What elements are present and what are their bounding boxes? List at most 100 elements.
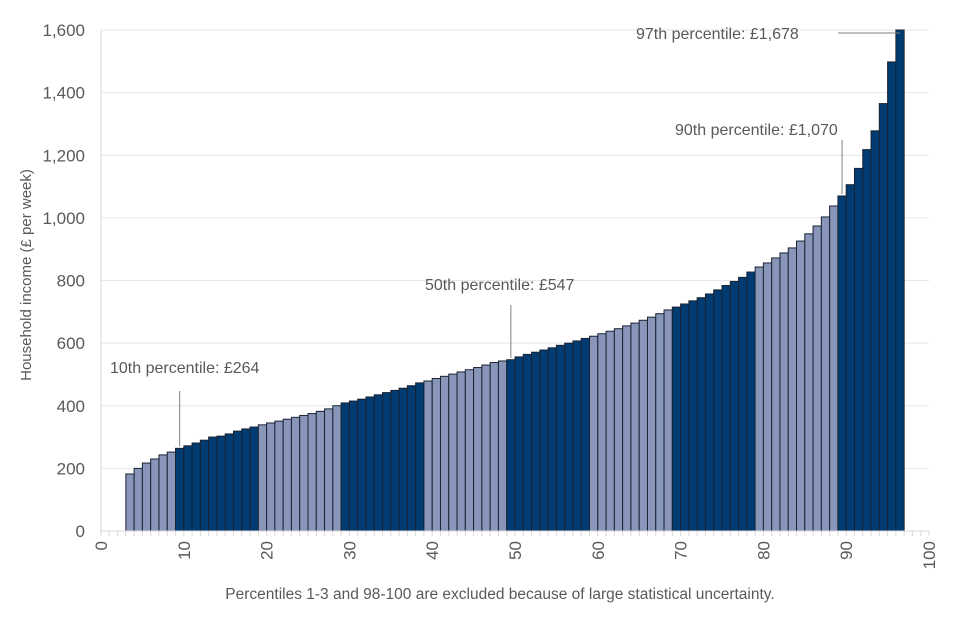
- bar-p82: [771, 257, 781, 532]
- bar-p18: [241, 428, 251, 532]
- bar-p41: [431, 378, 441, 532]
- bar-p6: [141, 462, 152, 532]
- annotation-label: 90th percentile: £1,070: [675, 122, 838, 139]
- bar-p60: [589, 335, 599, 532]
- bar-p67: [646, 316, 657, 532]
- y-axis-label: Household income (£ per week): [18, 169, 35, 381]
- x-tick-label: 50: [506, 541, 525, 560]
- bar-p94: [870, 130, 880, 532]
- bar-p36: [390, 389, 400, 532]
- annotation-label: 97th percentile: £1,678: [636, 26, 799, 43]
- bar-p52: [522, 353, 533, 532]
- bar-p48: [489, 362, 499, 532]
- bar-p72: [688, 300, 698, 532]
- y-tick-label: 1,600: [42, 21, 85, 40]
- bar-p17: [232, 430, 243, 532]
- bar-p42: [439, 375, 450, 532]
- y-tick-label: 800: [57, 272, 85, 291]
- bar-p66: [638, 319, 648, 532]
- x-tick-label: 20: [258, 541, 277, 560]
- bar-p85: [796, 240, 806, 532]
- x-tick-label: 40: [423, 541, 442, 560]
- bar-p16: [224, 433, 234, 532]
- bar-p19: [249, 426, 259, 532]
- bar-p90: [837, 195, 847, 532]
- bar-p62: [605, 330, 615, 532]
- bar-p11: [183, 445, 193, 532]
- bar-p28: [324, 408, 334, 532]
- bar-p70: [671, 306, 682, 532]
- bar-p31: [348, 400, 359, 532]
- bar-p51: [514, 356, 524, 532]
- bar-p33: [365, 396, 375, 532]
- bar-p4: [125, 473, 135, 532]
- bar-p30: [340, 402, 350, 532]
- bar-p69: [663, 309, 673, 532]
- x-tick-label: 30: [340, 541, 359, 560]
- bar-p15: [216, 435, 226, 532]
- bar-p63: [613, 328, 624, 532]
- bar-p8: [158, 454, 168, 532]
- bar-p87: [812, 225, 822, 532]
- bar-p20: [257, 424, 268, 532]
- bar-p65: [630, 322, 640, 532]
- bar-p45: [464, 369, 475, 532]
- bar-p76: [721, 285, 731, 532]
- bar-p5: [133, 467, 143, 532]
- bar-p80: [754, 266, 764, 532]
- bar-p24: [290, 416, 301, 532]
- x-tick-label: 0: [92, 541, 111, 550]
- x-tick-label: 80: [754, 541, 773, 560]
- bar-p91: [845, 184, 855, 532]
- bar-p46: [473, 367, 483, 532]
- bar-p92: [853, 167, 864, 532]
- bar-p50: [506, 359, 516, 532]
- bar-p95: [878, 103, 889, 532]
- gridlines: [101, 29, 929, 469]
- bar-p58: [572, 340, 582, 532]
- bar-p32: [357, 398, 367, 532]
- bar-p71: [680, 303, 690, 532]
- bar-p38: [406, 385, 417, 532]
- bar-p25: [299, 414, 309, 532]
- bar-p54: [539, 349, 549, 532]
- bar-p77: [729, 280, 740, 532]
- x-tick-label: 90: [837, 541, 856, 560]
- bar-p22: [274, 420, 284, 532]
- y-tick-label: 200: [57, 459, 85, 478]
- bar-p97: [895, 29, 905, 532]
- x-tick-label: 70: [672, 541, 691, 560]
- bar-p88: [820, 216, 831, 532]
- axes: [100, 30, 930, 536]
- bar-p27: [315, 410, 326, 532]
- bar-p79: [746, 271, 756, 532]
- bar-p12: [191, 442, 201, 532]
- bar-p64: [622, 325, 632, 532]
- y-tick-label: 1,400: [42, 84, 85, 103]
- bar-p78: [738, 276, 748, 532]
- bar-p10: [175, 447, 185, 532]
- bar-p74: [704, 293, 715, 532]
- bar-p47: [481, 364, 491, 532]
- bar-p26: [307, 413, 317, 532]
- bar-p75: [713, 289, 723, 532]
- bar-p56: [555, 344, 566, 532]
- bar-p39: [415, 382, 425, 532]
- bar-p55: [547, 347, 557, 532]
- x-tick-label: 10: [175, 541, 194, 560]
- bar-p40: [423, 380, 433, 532]
- x-axis-footnote: Percentiles 1-3 and 98-100 are excluded …: [225, 586, 774, 603]
- bar-p9: [166, 451, 177, 532]
- y-tick-labels: 0 200 400 600 800 1,000 1,200 1,400 1,600: [42, 21, 85, 541]
- x-tick-label: 100: [920, 541, 939, 569]
- bar-p93: [862, 149, 872, 532]
- bar-p89: [829, 205, 839, 532]
- y-tick-label: 1,200: [42, 146, 85, 165]
- bar-p86: [804, 233, 814, 532]
- y-tick-label: 1,000: [42, 209, 85, 228]
- bar-p57: [564, 342, 574, 532]
- bar-p14: [208, 436, 218, 532]
- bar-p23: [282, 418, 292, 532]
- bar-p35: [382, 392, 392, 532]
